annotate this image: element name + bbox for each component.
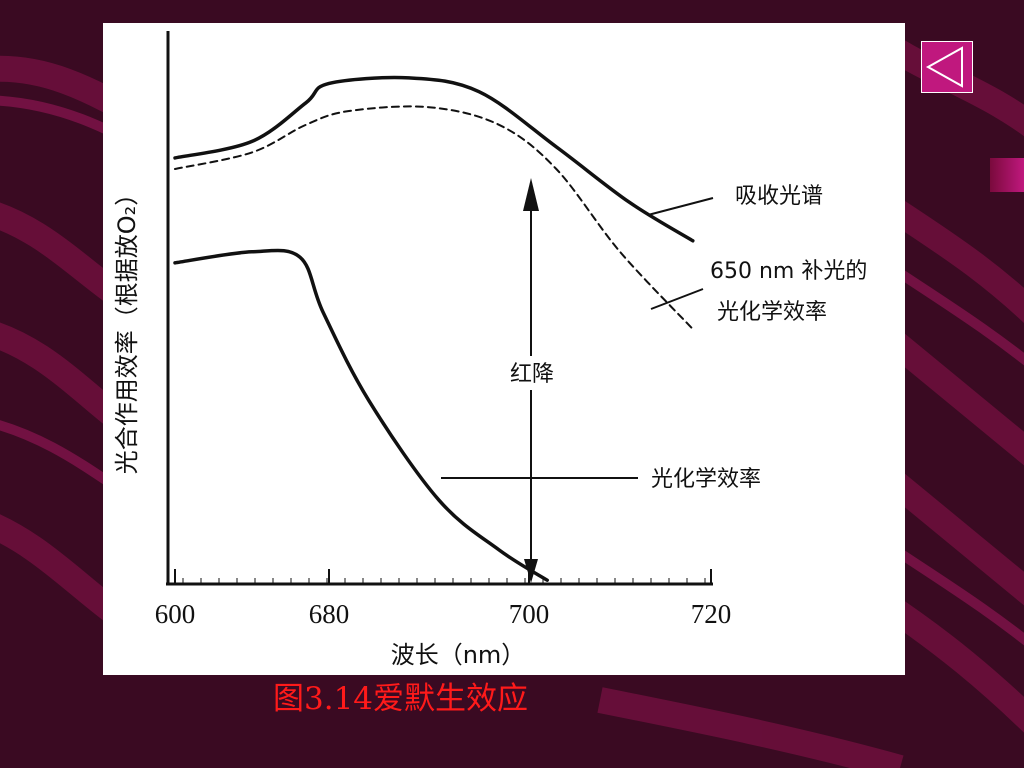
triangle-left-icon (925, 46, 963, 88)
red-drop-arrow-head-bottom (524, 559, 538, 583)
x-tick-label-680: 680 (309, 599, 350, 629)
absorption-leader (647, 197, 714, 216)
x-tick-label-600: 600 (155, 599, 196, 629)
series-absorption-spectrum (173, 75, 695, 243)
x-tick-label-700: 700 (509, 599, 550, 629)
supplement-label-line2: 光化学效率 (717, 300, 827, 325)
photochem-label: 光化学效率 (651, 467, 761, 492)
red-drop-label: 红降 (510, 362, 554, 387)
series-layer (173, 75, 695, 582)
x-tick-label-720: 720 (691, 599, 732, 629)
absorption-label: 吸收光谱 (735, 184, 823, 209)
supplement-leader (650, 288, 704, 310)
figure-caption: 图3.14爱默生效应 (273, 681, 529, 717)
series-photochemical-efficiency (173, 248, 549, 582)
series-supplement-650nm (174, 105, 694, 331)
back-button[interactable] (921, 41, 973, 93)
chart-figure: 光合作用效率（根据放O₂） 波长（nm） 600 680 700 720 红降 吸收光… (103, 23, 905, 675)
side-tab (990, 158, 1024, 192)
annotation-layer: 红降 吸收光谱 650 nm 补光的 光化学效率 光化学效率 (441, 178, 867, 583)
red-drop-arrow-head-top (523, 178, 539, 211)
x-ticks: 600 680 700 720 (155, 569, 732, 629)
y-axis-title: 光合作用效率（根据放O₂） (113, 182, 141, 475)
x-axis-title: 波长（nm） (391, 641, 526, 669)
supplement-label-line1: 650 nm 补光的 (710, 259, 867, 284)
chart-canvas: 光合作用效率（根据放O₂） 波长（nm） 600 680 700 720 红降 吸收光… (113, 31, 867, 669)
